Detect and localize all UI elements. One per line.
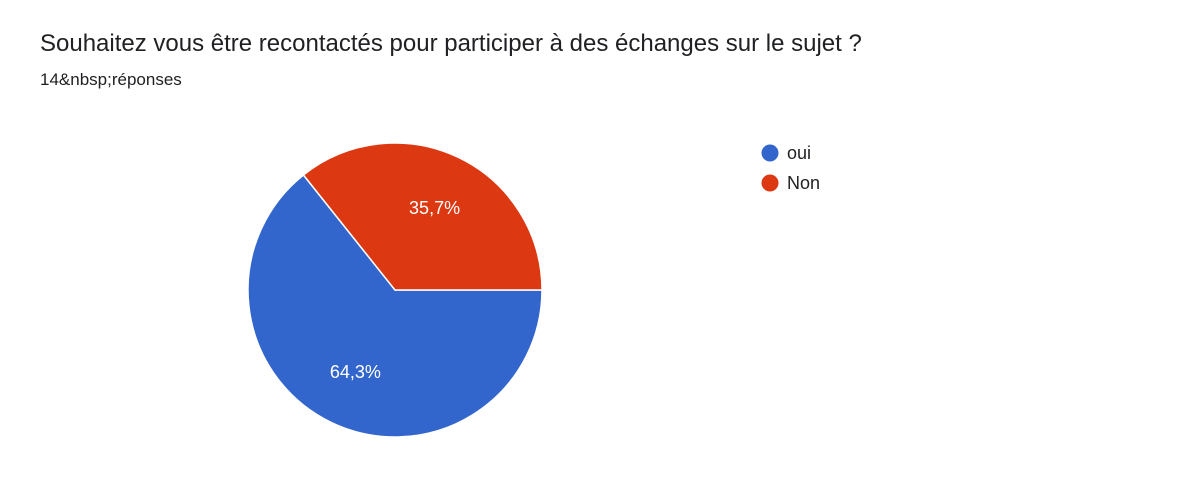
legend-marker-oui (761, 144, 779, 162)
pie-slice-non (302, 142, 543, 291)
legend-label-oui: oui (787, 143, 811, 163)
pie-slices (247, 142, 543, 438)
legend-label-non: Non (787, 173, 820, 193)
legend-marker-non (761, 174, 779, 192)
chart-title: Souhaitez vous être recontactés pour par… (40, 30, 862, 57)
pie-slice-label-non: 35,7% (409, 198, 460, 218)
pie-slice-label-oui: 64,3% (330, 362, 381, 382)
response-count: 14&nbsp;réponses (40, 70, 182, 89)
legend: oui Non (761, 143, 820, 193)
pie-slice-labels: 64,3% 35,7% (330, 198, 460, 382)
pie-slice-oui (247, 173, 543, 438)
